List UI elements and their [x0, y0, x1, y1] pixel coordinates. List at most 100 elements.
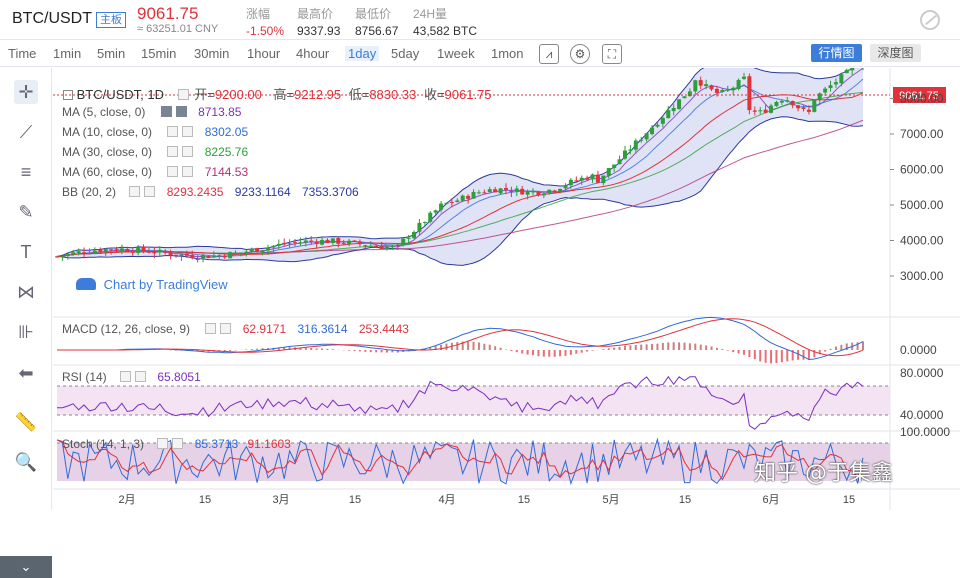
bb-upper-value: 9233.1164 [234, 185, 291, 199]
candle-body [520, 188, 525, 195]
last-price-tag [893, 87, 946, 103]
gear-icon[interactable] [167, 126, 179, 137]
low-label: 低= [348, 87, 370, 102]
candle-body [379, 246, 384, 249]
fib-lines-icon[interactable]: ≡ [20, 162, 32, 182]
candle-body [741, 76, 746, 79]
close-icon[interactable] [144, 186, 156, 197]
price-axis[interactable]: 8000.00 7000.00 6000.00 5000.00 4000.00 3000.… [890, 92, 944, 284]
candle-body [287, 243, 292, 245]
back-arrow-icon[interactable]: ⬅ [18, 363, 34, 383]
candle-body [330, 238, 335, 243]
gear-icon[interactable] [120, 371, 132, 382]
brush-icon[interactable]: ✎ [18, 202, 34, 222]
gear-icon[interactable] [157, 438, 169, 449]
candle-body [568, 179, 573, 186]
trendline-icon[interactable]: ⟋ [19, 122, 33, 142]
time-tick-label: 15 [518, 494, 530, 506]
candle-body [482, 192, 487, 194]
interval-1mon[interactable]: 1mon [491, 46, 524, 61]
interval-5day[interactable]: 5day [391, 46, 420, 61]
price-chart-button[interactable]: 行情图 [811, 44, 862, 62]
candle-body [536, 191, 541, 195]
candlesticks [55, 58, 865, 263]
interval-4hour[interactable]: 4hour [296, 46, 330, 61]
bb-legend: BB (20, 2) 8293.2435 9233.1164 7353.3706 [62, 185, 359, 199]
interval-1day[interactable]: 1day [345, 46, 380, 61]
time-tick-label: 15 [843, 494, 855, 506]
candle-body [590, 174, 595, 180]
candle-body [801, 107, 806, 109]
indicator-lines: 0.0000 80.0000 40.0000 100.0000 [56, 316, 950, 486]
candle-body [228, 252, 233, 259]
drawing-toolbar: ✛ ⟋ ≡ ✎ T ⋈ ⊪ ⬅ 📏 🔍 ⌄ [0, 68, 52, 578]
close-icon[interactable] [220, 323, 232, 334]
stat-volume: 24H量 43,582 BTC [413, 5, 477, 38]
depth-chart-button[interactable]: 深度图 [870, 44, 921, 62]
close-value: 9061.75 [444, 87, 492, 102]
tradingview-watermark[interactable]: Chart by TradingView [76, 277, 228, 292]
macd-label: MACD (12, 26, close, 9) [62, 322, 191, 336]
close-icon[interactable] [182, 166, 194, 177]
last-price: 9061.75 [137, 4, 199, 23]
candle-body [428, 212, 433, 222]
interval-30min[interactable]: 30min [194, 46, 230, 61]
gear-icon[interactable] [205, 323, 217, 334]
pattern-icon[interactable]: ⋈ [17, 282, 35, 302]
candle-body [195, 258, 200, 260]
interval-15min[interactable]: 15min [141, 46, 177, 61]
chart-type-icon[interactable]: ⩘ [539, 44, 559, 64]
macd-axis-label: 0.0000 [900, 343, 937, 357]
text-icon[interactable]: T [20, 242, 32, 262]
close-icon[interactable] [135, 371, 147, 382]
bb-label: BB (20, 2) [62, 185, 117, 199]
interval-5min[interactable]: 5min [97, 46, 126, 61]
close-icon[interactable] [182, 126, 194, 137]
time-tick-label: 2月 [118, 494, 135, 506]
chart-canvas[interactable]: 0.0000 80.0000 40.0000 100.0000 9061.75 800… [53, 58, 960, 510]
candle-body [406, 237, 411, 239]
settings-icon[interactable]: ⚙ [570, 44, 590, 64]
fullscreen-icon[interactable]: ⛶ [602, 44, 622, 64]
collapse-toolbar-button[interactable]: ⌄ [0, 556, 52, 578]
ruler-icon[interactable]: 📏 [14, 412, 38, 432]
interval-1min[interactable]: 1min [53, 46, 82, 61]
candle-body [552, 190, 557, 192]
pair-title[interactable]: BTC/USDT [12, 10, 92, 27]
candle-body [785, 100, 790, 102]
gear-icon[interactable] [129, 186, 141, 197]
no-signal-icon[interactable] [920, 10, 940, 30]
candle-body [828, 85, 833, 89]
stat-label: 24H量 [413, 7, 448, 21]
symbol-title: BTC/USDT, 1D [76, 87, 165, 102]
zoom-in-icon[interactable]: 🔍 [14, 452, 38, 472]
gear-icon[interactable] [167, 166, 179, 177]
high-value: 9212.95 [294, 87, 342, 102]
close-icon[interactable] [182, 146, 194, 157]
chart-area[interactable]: 0.0000 80.0000 40.0000 100.0000 9061.75 800… [53, 58, 960, 510]
candle-body [184, 253, 189, 256]
legend-square-icon[interactable] [63, 90, 73, 100]
stoch-d-value: 91.1603 [247, 437, 291, 451]
interval-1hour[interactable]: 1hour [247, 46, 281, 61]
candle-body [71, 252, 76, 255]
time-axis[interactable]: 2月 15 3月 15 4月 15 5月 15 6月 15 [118, 494, 855, 506]
ma-value: 7144.53 [204, 165, 249, 179]
eye-icon[interactable] [177, 89, 189, 100]
price-tick-label: 3000.00 [900, 269, 944, 283]
candle-body [357, 241, 362, 245]
close-icon[interactable] [172, 438, 184, 449]
stat-value: 9337.93 [297, 24, 341, 38]
gear-icon[interactable] [167, 146, 179, 157]
candle-body [341, 242, 346, 244]
prediction-icon[interactable]: ⊪ [18, 322, 34, 342]
close-icon[interactable] [175, 106, 187, 117]
interval-1week[interactable]: 1week [437, 46, 475, 61]
stoch-axis-label: 100.0000 [900, 425, 950, 439]
candle-body [384, 246, 389, 250]
gear-icon[interactable] [160, 106, 172, 117]
time-label[interactable]: Time [8, 46, 37, 61]
crosshair-icon[interactable]: ✛ [14, 80, 38, 104]
stat-high: 最高价 9337.93 [297, 5, 340, 38]
stat-label: 最低价 [355, 7, 392, 21]
